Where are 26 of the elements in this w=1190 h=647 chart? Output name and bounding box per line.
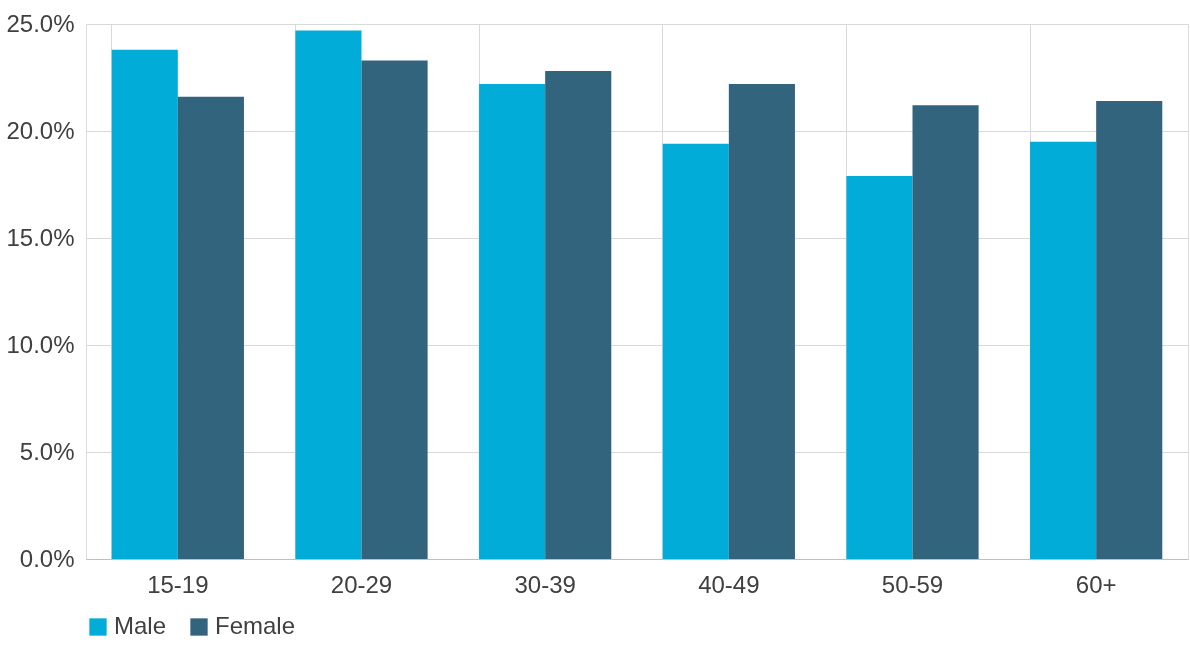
- bar: [728, 83, 795, 559]
- bar: [846, 175, 913, 559]
- bar: [662, 143, 729, 559]
- bar: [111, 49, 178, 559]
- bar: [1030, 141, 1097, 559]
- y-tick-label: 10.0%: [6, 330, 75, 358]
- bar: [545, 71, 612, 559]
- y-tick-label: 5.0%: [19, 437, 75, 465]
- x-tick-label: 40-49: [698, 570, 760, 598]
- bar: [361, 60, 428, 559]
- y-tick-label: 20.0%: [6, 116, 75, 144]
- y-tick-label: 15.0%: [6, 223, 75, 251]
- bar: [1096, 101, 1163, 559]
- legend-label: Male: [114, 612, 167, 639]
- x-tick-label: 50-59: [881, 570, 944, 598]
- x-tick-label: 60+: [1075, 570, 1117, 598]
- x-tick-label: 20-29: [330, 570, 393, 598]
- bar: [912, 105, 979, 559]
- y-tick-label: 0.0%: [19, 544, 75, 572]
- legend-label: Female: [215, 612, 296, 639]
- y-tick-label: 25.0%: [6, 9, 75, 37]
- bar: [177, 96, 244, 559]
- x-tick-label: 15-19: [147, 570, 209, 598]
- bar: [295, 30, 362, 559]
- x-tick-label: 30-39: [514, 570, 576, 598]
- bar: [479, 83, 546, 559]
